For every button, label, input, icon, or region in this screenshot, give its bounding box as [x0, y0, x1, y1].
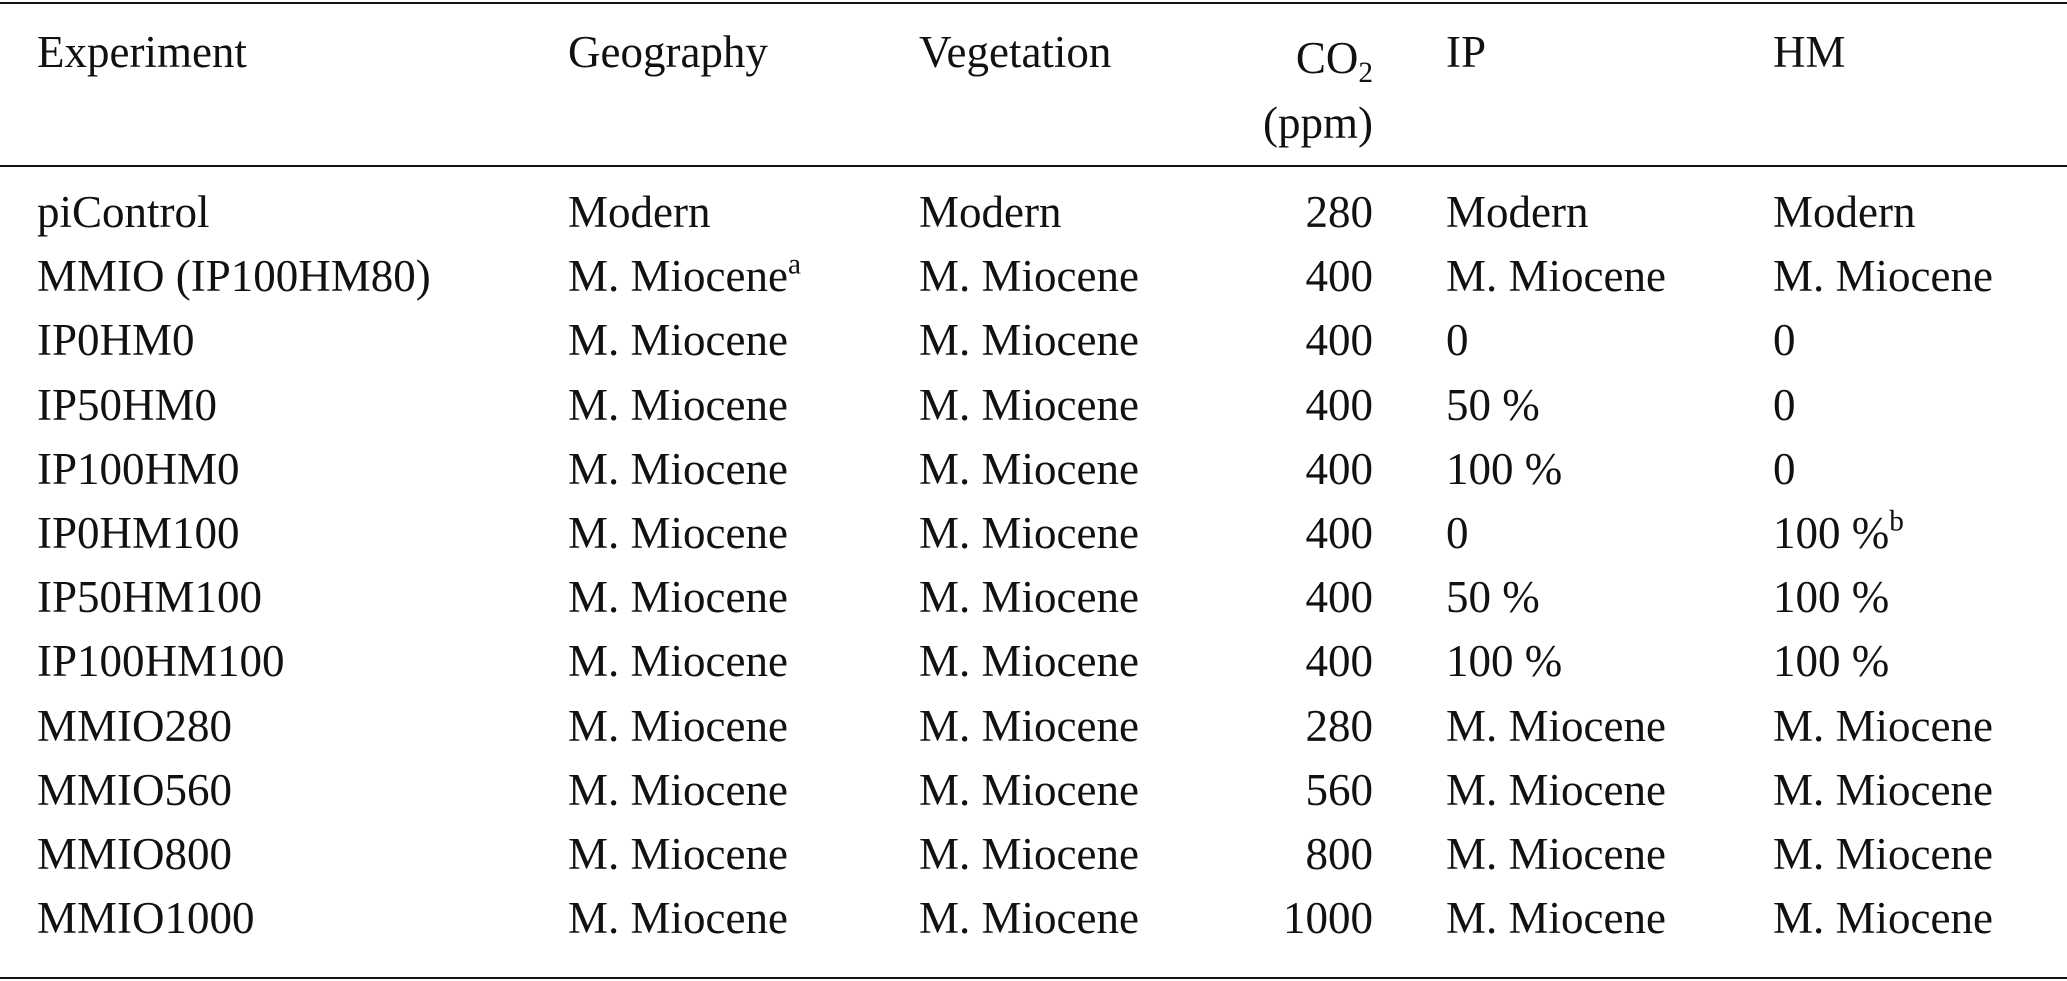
- table-cell: 0: [1446, 508, 1469, 558]
- subscript: 2: [1358, 56, 1373, 89]
- table-cell: 400: [1305, 443, 1374, 494]
- cell-text: M. Miocene: [568, 251, 788, 302]
- table-cell: M. Miocene: [568, 893, 788, 944]
- table-cell: 400: [1305, 251, 1374, 302]
- bottom-rule: [0, 977, 2067, 979]
- table-cell: M. Miocene: [919, 443, 1139, 494]
- footnote-mark: b: [1889, 505, 1904, 538]
- table-cell: 400: [1305, 379, 1374, 430]
- header-rule: [0, 165, 2067, 167]
- table-cell: M. Miocene: [1773, 700, 1993, 751]
- table-cell: 50 %: [1446, 379, 1540, 430]
- table-cell: M. Miocenea: [568, 250, 801, 302]
- cell-text: CO: [1295, 33, 1359, 83]
- table-cell: MMIO280: [37, 700, 233, 751]
- table-cell: M. Miocene: [919, 508, 1139, 558]
- footnote-mark: a: [787, 248, 801, 281]
- table-cell: 400: [1305, 572, 1374, 623]
- table-cell: M. Miocene: [568, 636, 788, 687]
- table-cell: MMIO560: [37, 764, 233, 815]
- table-cell: 100 %b: [1773, 507, 1904, 558]
- table-cell: 1000: [1283, 893, 1373, 944]
- table-cell: Modern: [1446, 187, 1589, 237]
- table-cell: M. Miocene: [919, 764, 1139, 815]
- table-cell: Modern: [568, 187, 711, 237]
- table-cell: 400: [1305, 636, 1374, 687]
- table-cell: IP50HM100: [37, 572, 263, 623]
- table-cell: M. Miocene: [1446, 251, 1666, 302]
- table-cell: M. Miocene: [919, 636, 1139, 687]
- table-cell: 0: [1446, 315, 1469, 366]
- table-cell: M. Miocene: [1773, 893, 1993, 944]
- table-cell: M. Miocene: [568, 315, 788, 366]
- table-cell: M. Miocene: [1446, 700, 1666, 751]
- table-cell: IP100HM0: [37, 443, 240, 494]
- table-cell: 100 %: [1446, 636, 1563, 687]
- table-cell: M. Miocene: [919, 572, 1139, 623]
- table-cell: 280: [1305, 187, 1374, 237]
- table-cell: M. Miocene: [919, 829, 1139, 879]
- table-cell: MMIO1000: [37, 893, 255, 944]
- table-cell: 560: [1305, 764, 1374, 815]
- table-cell: IP100HM100: [37, 636, 285, 687]
- table-cell: 280: [1305, 700, 1374, 751]
- table-cell: Modern: [1773, 187, 1916, 237]
- table-cell: M. Miocene: [568, 764, 788, 815]
- header-cell: Geography: [568, 27, 768, 77]
- table-cell: M. Miocene: [1773, 251, 1993, 302]
- table-cell: 100 %: [1773, 572, 1890, 623]
- table-cell: M. Miocene: [1446, 829, 1666, 879]
- unit: (ppm): [1263, 98, 1373, 149]
- table-cell: IP50HM0: [37, 379, 218, 430]
- table-cell: M. Miocene: [1446, 893, 1666, 944]
- table-cell: 50 %: [1446, 572, 1540, 623]
- table-cell: M. Miocene: [568, 443, 788, 494]
- table-cell: M. Miocene: [1446, 764, 1666, 815]
- table-cell: IP0HM100: [37, 508, 240, 558]
- table-cell: M. Miocene: [1773, 764, 1993, 815]
- header-cell: HM: [1773, 27, 1846, 77]
- table-cell: Modern: [919, 187, 1062, 237]
- table-cell: M. Miocene: [919, 315, 1139, 366]
- table-cell: 100 %: [1446, 443, 1563, 494]
- table-cell: 0: [1773, 443, 1796, 494]
- table-cell: M. Miocene: [568, 508, 788, 558]
- header-cell: CO2 (ppm): [1263, 26, 1373, 157]
- table-cell: 400: [1305, 315, 1374, 366]
- table-cell: piControl: [37, 187, 210, 237]
- header-cell: Experiment: [37, 27, 247, 77]
- table-cell: MMIO800: [37, 829, 233, 879]
- table-cell: 0: [1773, 379, 1796, 430]
- table-cell: 100 %: [1773, 636, 1890, 687]
- table-cell: 400: [1305, 508, 1374, 558]
- table-cell: M. Miocene: [919, 700, 1139, 751]
- table-cell: 0: [1773, 315, 1796, 366]
- table-cell: 800: [1305, 829, 1374, 879]
- table-cell: M. Miocene: [919, 379, 1139, 430]
- table-cell: IP0HM0: [37, 315, 195, 366]
- table-cell: M. Miocene: [1773, 829, 1993, 879]
- table-cell: M. Miocene: [919, 893, 1139, 944]
- header-cell: IP: [1446, 27, 1487, 77]
- table-cell: M. Miocene: [919, 251, 1139, 302]
- table-cell: M. Miocene: [568, 379, 788, 430]
- table-cell: M. Miocene: [568, 572, 788, 623]
- table-cell: M. Miocene: [568, 829, 788, 879]
- header-cell: Vegetation: [919, 27, 1112, 77]
- table-cell: MMIO (IP100HM80): [37, 251, 431, 302]
- top-rule: [0, 2, 2067, 4]
- table-cell: M. Miocene: [568, 700, 788, 751]
- cell-text: 100 %: [1773, 508, 1890, 558]
